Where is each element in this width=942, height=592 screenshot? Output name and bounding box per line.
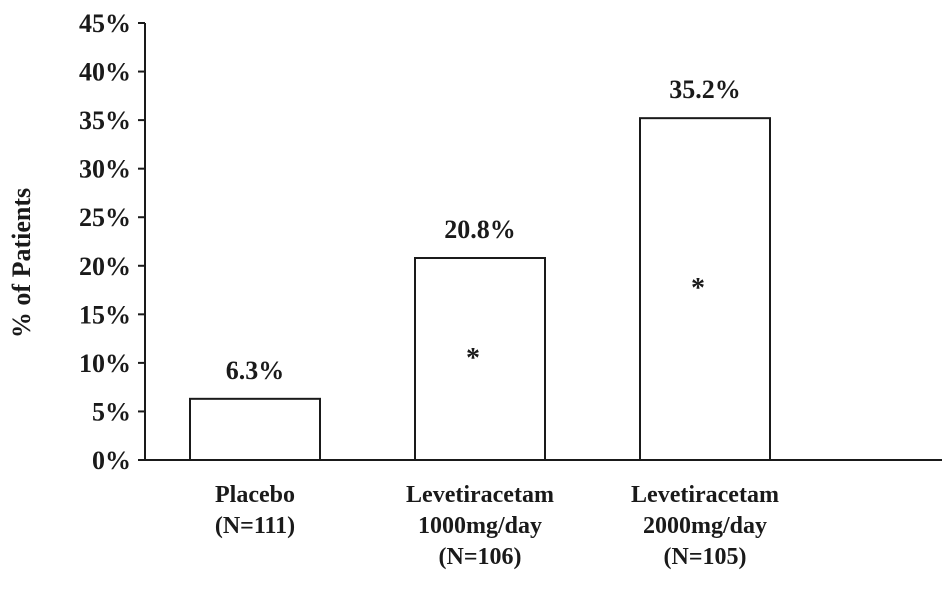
x-category-label: 1000mg/day	[418, 513, 542, 539]
bar	[414, 257, 546, 461]
x-axis-category-labels: Placebo (N=111) Levetiracetam 1000mg/day (N=…	[215, 482, 779, 570]
y-tick-label: 30%	[79, 155, 131, 184]
y-tick-label: 5%	[92, 397, 131, 426]
y-tick-label: 10%	[79, 349, 131, 378]
significance-marks: **	[466, 273, 705, 374]
x-category-label: Levetiracetam	[631, 482, 779, 508]
x-category-label: (N=106)	[439, 544, 522, 570]
significance-asterisk: *	[691, 273, 705, 304]
y-tick-label: 35%	[79, 106, 131, 135]
y-tick-label: 45%	[79, 9, 131, 38]
x-category-label: (N=105)	[664, 544, 747, 570]
y-axis-title: % of Patients	[7, 188, 36, 338]
significance-asterisk: *	[466, 343, 480, 374]
x-category-label: Placebo	[215, 482, 295, 508]
data-label: 35.2%	[669, 75, 741, 104]
x-category-label: (N=111)	[215, 513, 295, 539]
x-category-label: Levetiracetam	[406, 482, 554, 508]
bar-series	[189, 117, 771, 462]
y-axis-ticks: 0% 5% 10% 15% 20% 25% 30% 35% 40% 45%	[79, 9, 145, 475]
y-tick-label: 25%	[79, 203, 131, 232]
x-category-label: 2000mg/day	[643, 513, 767, 539]
y-tick-label: 40%	[79, 58, 131, 87]
bar	[189, 397, 321, 462]
data-label: 20.8%	[444, 215, 516, 244]
data-label: 6.3%	[226, 356, 285, 385]
y-tick-label: 0%	[92, 446, 131, 475]
y-tick-label: 15%	[79, 300, 131, 329]
data-labels: 6.3% 20.8% 35.2%	[226, 75, 741, 385]
y-tick-label: 20%	[79, 252, 131, 281]
bar	[639, 117, 771, 462]
